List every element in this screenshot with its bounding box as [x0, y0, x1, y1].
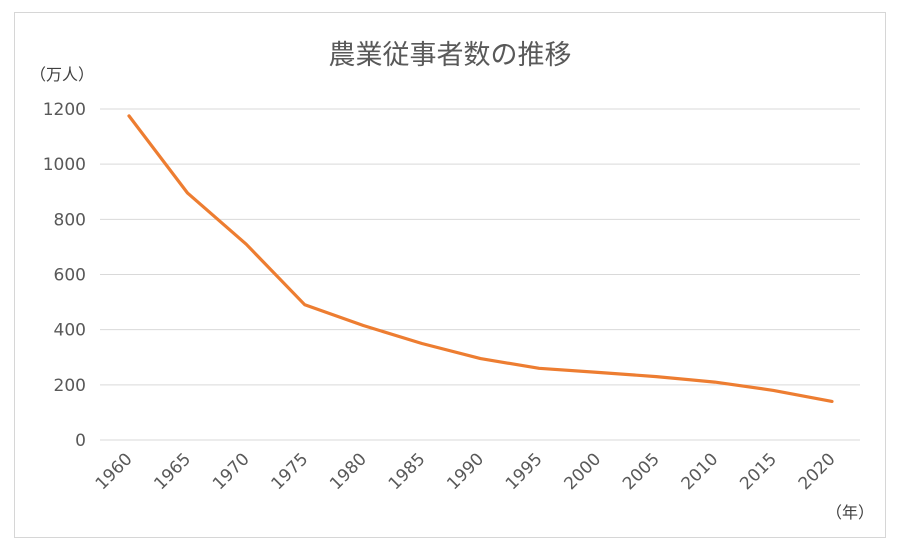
- y-axis-unit-label: （万人）: [30, 65, 94, 84]
- x-tick-label: 2015: [736, 449, 781, 494]
- x-tick-label: 2005: [619, 449, 664, 494]
- series-line: [127, 114, 834, 403]
- x-tick-label: 1965: [150, 449, 195, 494]
- y-tick-label: 1000: [43, 155, 86, 175]
- y-tick-label: 600: [54, 266, 86, 286]
- x-tick-label: 1960: [92, 449, 137, 494]
- y-tick-label: 800: [54, 210, 86, 230]
- gridlines: [100, 108, 860, 441]
- x-tick-label: 2000: [560, 449, 605, 494]
- x-tick-label: 2010: [678, 449, 723, 494]
- x-axis-unit-label: （年）: [826, 503, 874, 522]
- x-tick-label: 2020: [795, 449, 840, 494]
- y-tick-label: 1200: [43, 100, 86, 120]
- x-tick-label: 1970: [209, 449, 254, 494]
- series-layer: [127, 114, 834, 403]
- y-tick-label: 200: [54, 376, 86, 396]
- x-tick-label: 1995: [502, 449, 547, 494]
- y-axis-tick-labels: 0 200 400 600 800 1000 1200: [43, 100, 86, 451]
- y-tick-label: 0: [75, 431, 86, 451]
- x-tick-label: 1975: [268, 449, 313, 494]
- x-tick-label: 1990: [443, 449, 488, 494]
- y-tick-label: 400: [54, 321, 86, 341]
- x-tick-label: 1980: [326, 449, 371, 494]
- x-axis-tick-labels: 1960 1965 1970 1975 1980 1985 1990 1995 2000 2005…: [92, 449, 840, 494]
- chart-title: 農業従事者数の推移: [329, 40, 572, 71]
- x-tick-label: 1985: [385, 449, 430, 494]
